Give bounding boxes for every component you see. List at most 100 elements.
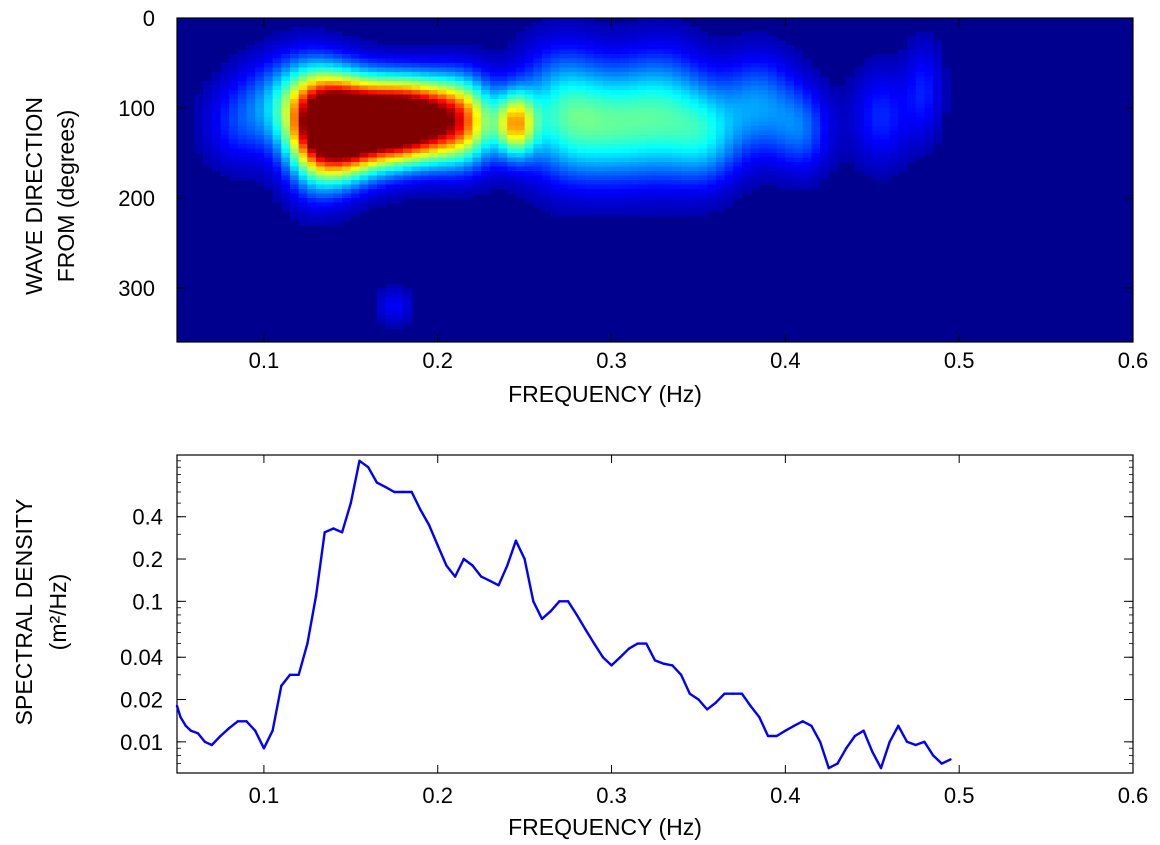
heatmap-cell [515, 153, 526, 159]
heatmap-cell [550, 166, 560, 172]
heatmap-cell [594, 63, 604, 69]
data-point [323, 531, 326, 534]
heatmap-cell [542, 45, 552, 51]
heatmap-cell [359, 63, 369, 69]
heatmap-cell [785, 139, 795, 145]
heatmap-cell [368, 175, 378, 181]
heatmap-cell [802, 117, 813, 123]
heatmap-cell [307, 153, 317, 159]
heatmap-cell [820, 153, 830, 159]
heatmap-cell [655, 180, 665, 186]
heatmap-cell [628, 31, 639, 37]
heatmap-cell [333, 45, 343, 51]
heatmap-cell [750, 36, 760, 42]
heatmap-cell [941, 108, 952, 114]
heatmap-cell [402, 76, 413, 82]
heatmap-cell [324, 85, 335, 91]
heatmap-cell [767, 36, 778, 42]
heatmap-cell [594, 85, 604, 91]
heatmap-cell [846, 135, 856, 141]
heatmap-cell [333, 117, 343, 123]
heatmap-cell [498, 135, 508, 141]
heatmap-cell [333, 130, 343, 136]
heatmap-cell [785, 157, 795, 163]
heatmap-cell [880, 162, 891, 168]
heatmap-cell [907, 45, 917, 51]
heatmap-cell [376, 130, 387, 136]
data-point [671, 664, 674, 667]
heatmap-cell [420, 85, 430, 91]
heatmap-cell [263, 40, 274, 46]
heatmap-cell [811, 148, 821, 154]
heatmap-cell [776, 180, 786, 186]
heatmap-cell [298, 58, 308, 64]
heatmap-cell [350, 153, 361, 159]
heatmap-cell [794, 139, 804, 145]
heatmap-cell [472, 166, 482, 172]
heatmap-cell [376, 90, 387, 96]
data-point [367, 466, 370, 469]
heatmap-cell [568, 67, 578, 73]
heatmap-cell [463, 139, 474, 145]
heatmap-cell [524, 31, 534, 37]
heatmap-cell [715, 36, 726, 42]
heatmap-cell [724, 58, 734, 64]
heatmap-cell [568, 94, 578, 100]
heatmap-cell [646, 207, 656, 213]
heatmap-cell [741, 54, 752, 60]
heatmap-cell [507, 144, 517, 150]
heatmap-cell [420, 126, 430, 132]
heatmap-cell [880, 135, 891, 141]
heatmap-cell [194, 108, 204, 114]
heatmap-cell [872, 144, 882, 150]
heatmap-cell [542, 108, 552, 114]
heatmap-cell [298, 166, 308, 172]
heatmap-cell [802, 112, 813, 118]
heatmap-cell [715, 94, 726, 100]
heatmap-cell [663, 184, 673, 190]
heatmap-cell [550, 112, 560, 118]
heatmap-cell [489, 135, 500, 141]
heatmap-cell [655, 58, 665, 64]
heatmap-cell [446, 58, 456, 64]
heatmap-cell [263, 153, 274, 159]
heatmap-cell [707, 121, 717, 127]
heatmap-cell [611, 76, 621, 82]
heatmap-cell [863, 112, 873, 118]
heatmap-cell [759, 63, 769, 69]
heatmap-cell [568, 171, 578, 177]
heatmap-cell [724, 198, 734, 204]
heatmap-cell [507, 157, 517, 163]
heatmap-cell [289, 85, 300, 91]
heatmap-cell [776, 117, 786, 123]
heatmap-cell [837, 153, 847, 159]
heatmap-cell [689, 49, 700, 55]
heatmap-cell [689, 103, 700, 109]
heatmap-cell [533, 63, 543, 69]
heatmap-cell [289, 99, 300, 105]
heatmap-cell [394, 310, 404, 316]
heatmap-cell [576, 31, 587, 37]
heatmap-cell [437, 76, 448, 82]
heatmap-cell [933, 103, 943, 109]
heatmap-cell [489, 171, 500, 177]
heatmap-cell [628, 36, 639, 42]
heatmap-cell [733, 58, 743, 64]
heatmap-cell [455, 171, 465, 177]
heatmap-cell [342, 49, 352, 55]
heatmap-cell [794, 58, 804, 64]
heatmap-cell [515, 193, 526, 199]
heatmap-cell [289, 148, 300, 154]
heatmap-cell [620, 58, 630, 64]
heatmap-cell [663, 76, 673, 82]
heatmap-cell [411, 130, 421, 136]
heatmap-cell [585, 81, 595, 87]
heatmap-cell [655, 22, 665, 28]
heatmap-cell [359, 139, 369, 145]
heatmap-cell [498, 76, 508, 82]
heatmap-cell [298, 36, 308, 42]
heatmap-cell [350, 148, 361, 154]
heatmap-cell [307, 207, 317, 213]
heatmap-cell [237, 162, 248, 168]
heatmap-cell [489, 112, 500, 118]
